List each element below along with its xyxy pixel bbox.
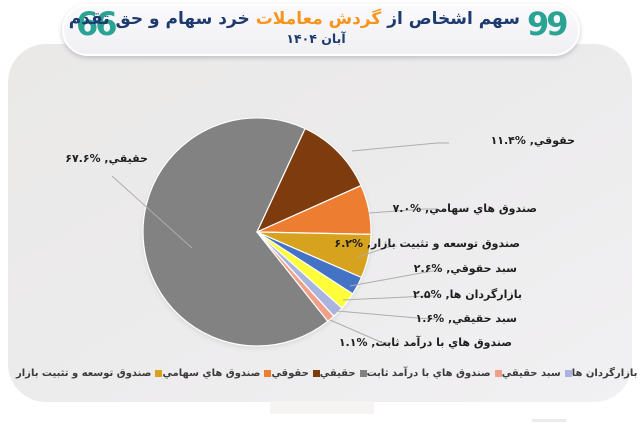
page-subtitle: آبان ۱۴۰۴ [286,31,346,46]
legend-item-1: حقوقي [271,368,320,379]
legend-label: حقوقي [271,368,309,379]
header-pill [62,4,580,56]
pie-data-label-1: حقوقي, %۱۱.۴ [490,134,575,147]
legend-swatch-icon [564,370,572,377]
legend-swatch-icon [359,370,367,377]
chart-legend: صندوق توسعه و تثبیت بازار صندوق هاي سهامي… [16,368,637,379]
pie-chart [142,117,372,347]
legend-swatch-icon [312,370,320,377]
legend-item-3: صندوق توسعه و تثبیت بازار [16,368,163,379]
legend-item-6: سبد حقیقي [502,368,572,379]
legend-swatch-icon [494,370,502,377]
legend-item-7: صندوق هاي با درآمد ثابت [367,368,502,379]
legend-label: صندوق هاي با درآمد ثابت [366,368,491,379]
pie-data-label-7: صندوق هاي با درآمد ثابت, %۱.۱ [338,336,512,349]
pie-slice-1 [256,128,362,233]
legend-label: بازارگردان ها [571,368,638,379]
watermark-smudge [270,401,374,414]
legend-swatch-icon [155,370,163,377]
legend-item-0: حقیقي [320,368,367,379]
pie-slice-7 [256,231,335,322]
pie-data-label-5: بازارگردان ها, %۲.۵ [413,288,522,301]
legend-label: سبد حقیقي [501,368,561,379]
title-prefix: سهم اشخاص از [381,9,520,29]
pie-data-label-2: صندوق هاي سهامي, %۷.۰ [392,202,537,215]
legend-label: صندوق توسعه و تثبیت بازار [16,368,152,379]
legend-swatch-icon [264,370,272,377]
legend-item-2: صندوق هاي سهامي [162,368,272,379]
legend-item-5: بازارگردان ها [572,368,640,379]
pie-data-label-3: صندوق توسعه و تثبیت بازار, %۶.۲ [334,237,520,250]
pie-data-label-0: حقیقي, %۶۷.۶ [65,152,148,165]
pie-data-label-6: سبد حقیقي, %۱.۶ [415,312,517,325]
open-quote-icon: 66 [76,5,117,43]
watermark-line [532,419,566,422]
close-quote-icon: 99 [527,5,568,43]
header-titles: سهم اشخاص از گردش معاملات خرد سهام و حق … [69,9,520,46]
page-title: سهم اشخاص از گردش معاملات خرد سهام و حق … [69,9,520,30]
legend-label: صندوق هاي سهامي [162,368,261,379]
legend-label: حقیقي [319,368,356,379]
pie-data-label-4: سبد حقوقي, %۲.۶ [413,262,517,275]
title-highlight: گردش معاملات [255,9,382,29]
title-suffix: خرد سهام و حق تقدم [68,9,256,29]
